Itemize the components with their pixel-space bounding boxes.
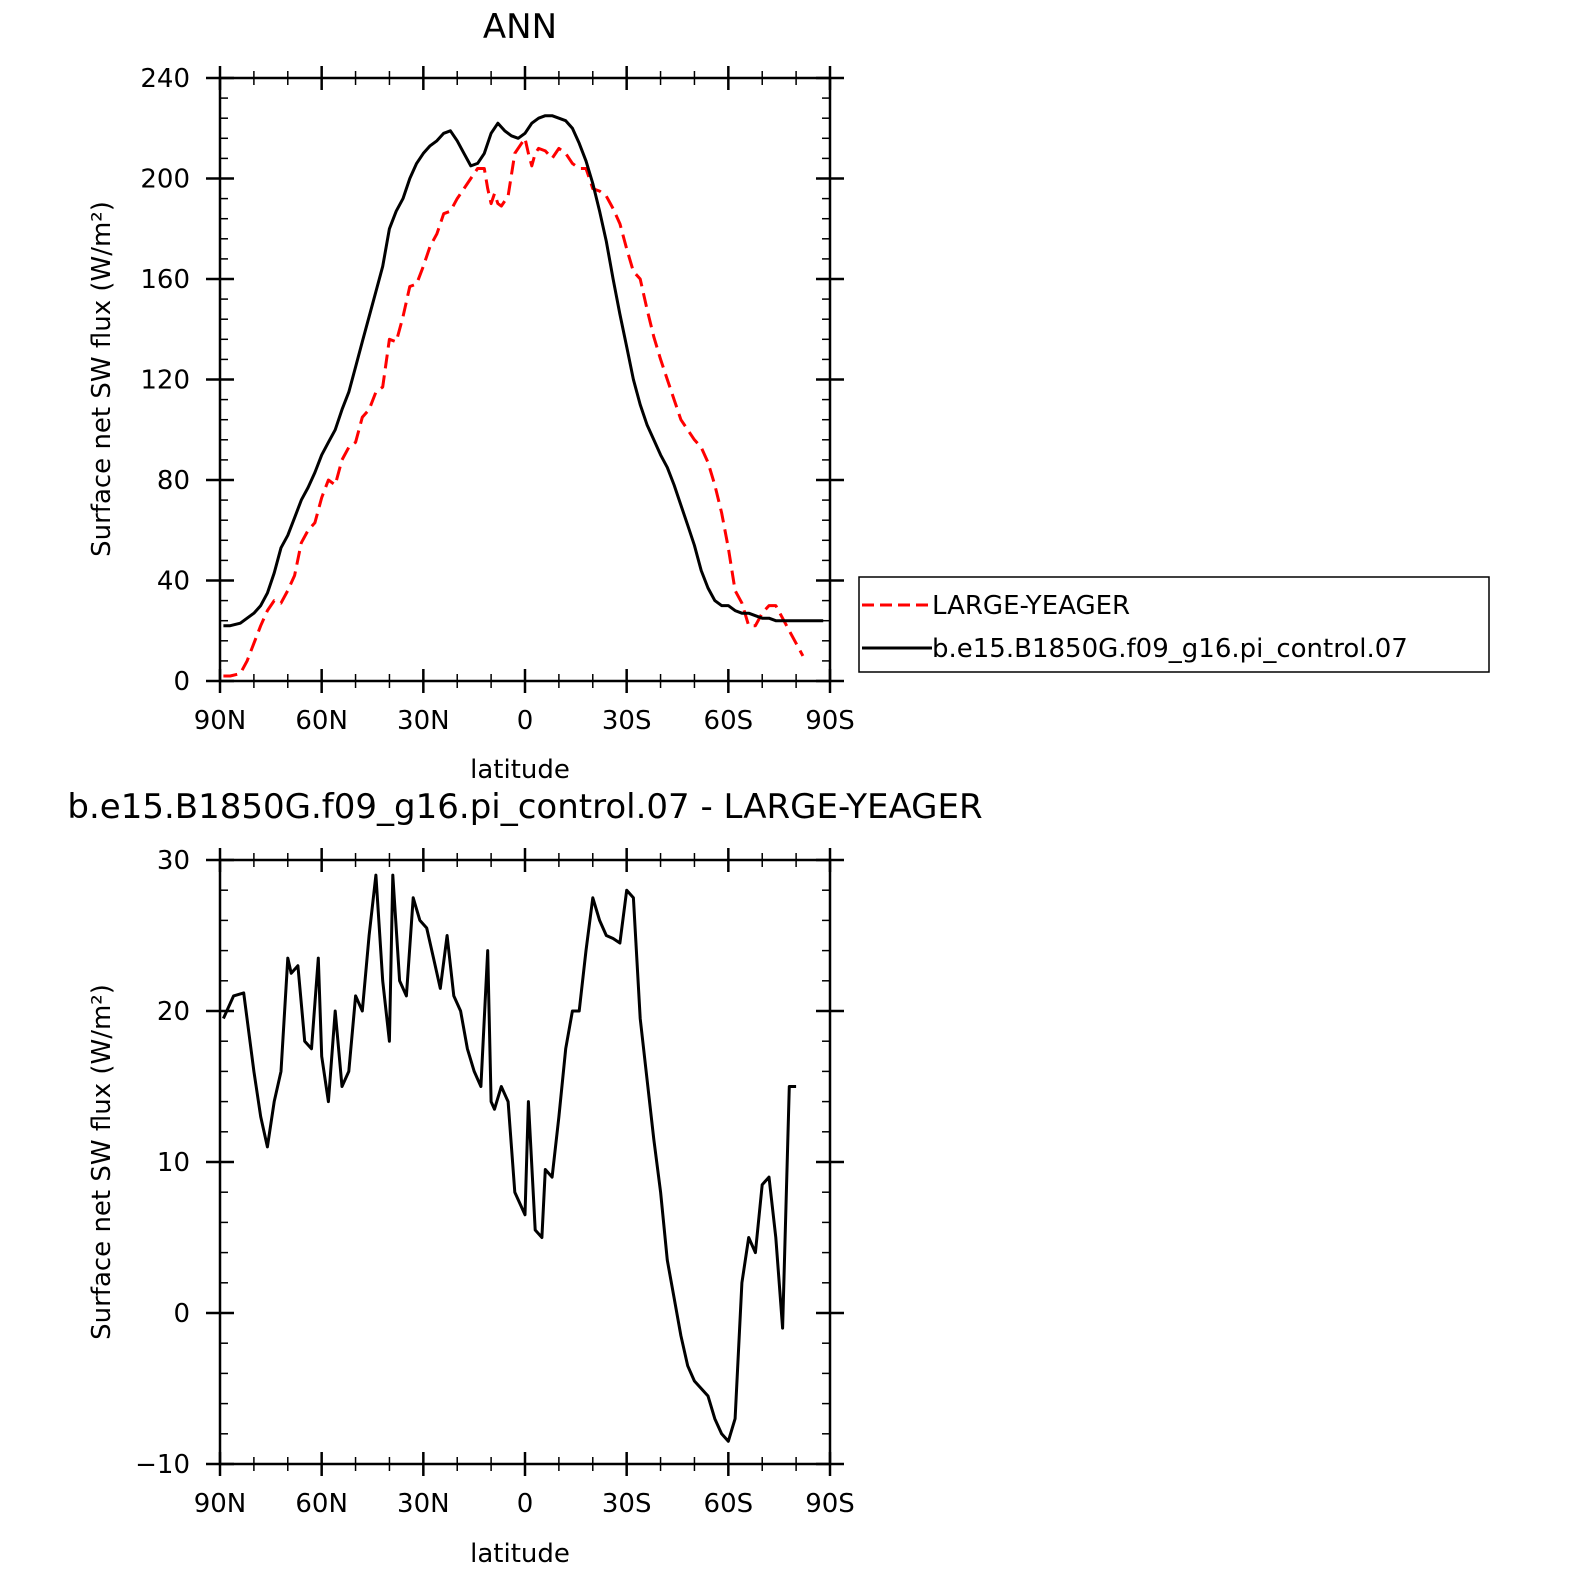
top-x-tick-label: 30S [602, 706, 652, 736]
bottom-y-tick-label: 0 [173, 1299, 190, 1329]
bottom-x-tick-label: 90N [194, 1489, 247, 1519]
bottom-panel: b.e15.B1850G.f09_g16.pi_control.07 - LAR… [67, 787, 982, 1569]
bottom-y-tick-label: 30 [157, 846, 190, 876]
top-y-tick-label: 80 [157, 466, 190, 496]
legend-label-pi-control: b.e15.B1850G.f09_g16.pi_control.07 [932, 634, 1408, 664]
bottom-x-tick-label: 30N [397, 1489, 450, 1519]
top-x-tick-label: 90S [805, 706, 855, 736]
top-y-tick-label: 0 [173, 667, 190, 697]
bottom-y-tick-label: 20 [157, 997, 190, 1027]
legend-box [858, 576, 1490, 673]
top-x-tick-label: 30N [397, 706, 450, 736]
bottom-y-tick-label: −10 [135, 1450, 190, 1480]
legend: LARGE-YEAGER b.e15.B1850G.f09_g16.pi_con… [858, 576, 1490, 673]
top-x-axis-label: latitude [470, 755, 570, 785]
top-y-tick-label: 40 [157, 567, 190, 597]
top-x-tick-label: 60N [295, 706, 348, 736]
legend-label-large-yeager: LARGE-YEAGER [932, 591, 1130, 621]
top-x-tick-label: 0 [517, 706, 534, 736]
bottom-x-tick-label: 90S [805, 1489, 855, 1519]
bottom-series-line-0 [222, 873, 797, 1443]
bottom-x-axis-label: latitude [470, 1539, 570, 1569]
bottom-x-tick-label: 0 [517, 1489, 534, 1519]
top-y-tick-label: 160 [140, 265, 190, 295]
bottom-ticks: 90N 60N 30N 0 30S 60S 90S −10 0 10 20 30 [135, 846, 855, 1519]
bottom-y-tick-label: 10 [157, 1148, 190, 1178]
top-y-tick-label: 120 [140, 366, 190, 396]
bottom-x-tick-label: 30S [602, 1489, 652, 1519]
top-panel: ANN 90N 60N 30N 0 30S 60S 90S 0 40 80 120 160 200 240… [87, 7, 1490, 785]
bottom-x-tick-label: 60N [295, 1489, 348, 1519]
top-ticks: 90N 60N 30N 0 30S 60S 90S 0 40 80 120 160 200 240 [140, 64, 854, 736]
bottom-series [222, 873, 797, 1443]
top-y-axis-label: Surface net SW flux (W/m²) [87, 201, 117, 557]
top-chart-title: ANN [483, 7, 557, 47]
top-plot-frame [218, 76, 832, 683]
top-x-tick-label: 60S [704, 706, 754, 736]
bottom-y-axis-label: Surface net SW flux (W/m²) [87, 984, 117, 1340]
top-y-tick-label: 200 [140, 165, 190, 195]
bottom-chart-title: b.e15.B1850G.f09_g16.pi_control.07 - LAR… [67, 787, 982, 827]
top-series-line-1 [223, 114, 824, 628]
top-series [223, 114, 824, 678]
bottom-x-tick-label: 60S [704, 1489, 754, 1519]
top-x-tick-label: 90N [194, 706, 247, 736]
top-y-tick-label: 240 [140, 64, 190, 94]
top-series-line-0 [223, 136, 805, 678]
